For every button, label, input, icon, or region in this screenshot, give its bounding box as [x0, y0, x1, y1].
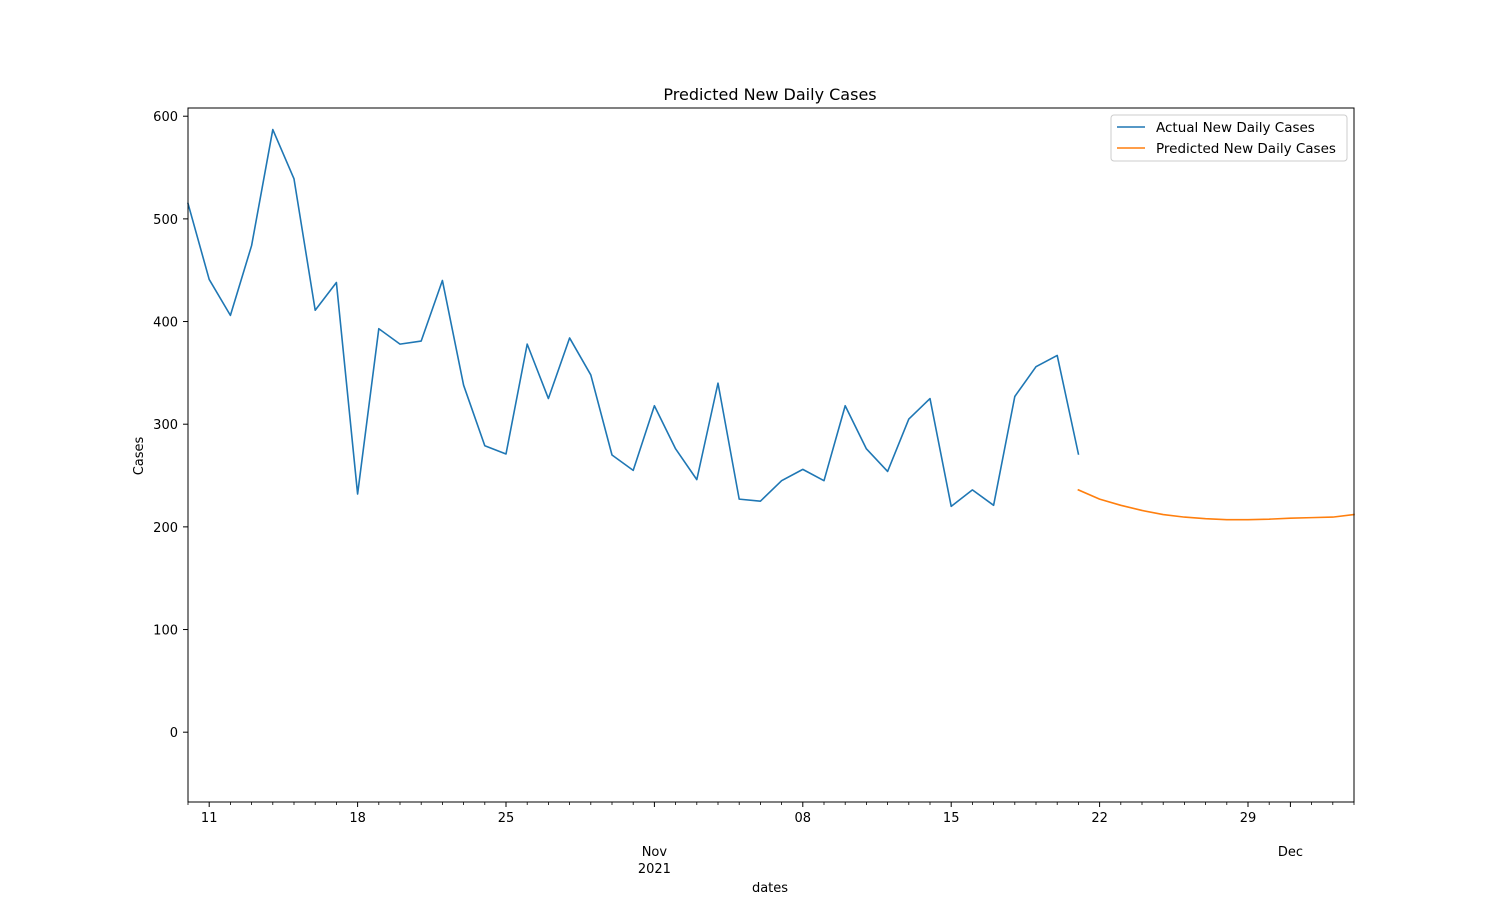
y-axis-label: Cases	[132, 436, 147, 475]
legend-label: Predicted New Daily Cases	[1156, 141, 1336, 157]
x-tick-label: 18	[349, 811, 366, 826]
x-tick-label: 11	[201, 811, 218, 826]
x-tick-label: 25	[498, 811, 515, 826]
plot-lines	[187, 128, 1355, 521]
chart-title: Predicted New Daily Cases	[663, 85, 876, 104]
x-tick-label: 08	[795, 811, 812, 826]
x-tick-label: 22	[1091, 811, 1108, 826]
plot-frame	[187, 107, 1355, 803]
x-axis: 11 18 25 Nov 2021 08 15 22 29 Dec	[187, 802, 1355, 877]
x-tick-label: 29	[1240, 811, 1257, 826]
x-tick-label: Nov 2021	[638, 845, 671, 877]
y-tick-label: 400	[153, 316, 178, 331]
x-tick-label: Dec	[1278, 845, 1303, 860]
y-axis: 0 100 200 300 400 500 600	[153, 110, 188, 741]
x-axis-label: dates	[752, 881, 788, 896]
y-tick-label: 300	[153, 418, 178, 433]
y-tick-label: 500	[153, 213, 178, 228]
y-tick-label: 200	[153, 521, 178, 536]
y-tick-label: 0	[170, 726, 178, 741]
series-line-predicted	[1077, 488, 1355, 521]
legend-box	[1110, 114, 1348, 162]
y-tick-label: 600	[153, 110, 178, 125]
y-tick-label: 100	[153, 624, 178, 639]
legend: Actual New Daily Cases Predicted New Dail…	[1110, 114, 1348, 162]
x-tick-label: 15	[943, 811, 960, 826]
series-line-actual	[187, 128, 1080, 508]
legend-label: Actual New Daily Cases	[1156, 120, 1315, 136]
